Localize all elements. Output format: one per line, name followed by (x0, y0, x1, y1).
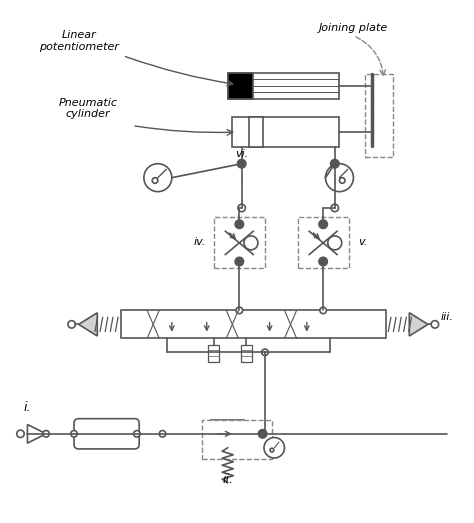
Bar (228, 73, 253, 98)
Circle shape (319, 220, 328, 229)
Circle shape (270, 448, 274, 452)
Bar (214, 217, 265, 268)
Bar (228, 73, 339, 98)
Text: Pneumatic
cylinder: Pneumatic cylinder (58, 98, 118, 119)
Text: iv.: iv. (193, 237, 206, 247)
Text: vi.: vi. (235, 149, 248, 158)
Circle shape (331, 204, 338, 212)
Polygon shape (409, 313, 428, 336)
Bar (241, 345, 252, 361)
Circle shape (71, 430, 77, 437)
Bar (365, 74, 393, 157)
Circle shape (244, 236, 258, 250)
Circle shape (262, 349, 268, 356)
Circle shape (320, 307, 327, 314)
Text: iii.: iii. (440, 312, 453, 322)
Bar (211, 420, 244, 448)
Text: Joining plate: Joining plate (319, 23, 388, 33)
Circle shape (159, 430, 166, 437)
FancyBboxPatch shape (74, 419, 139, 449)
Bar (202, 420, 272, 459)
Circle shape (238, 204, 246, 212)
Circle shape (235, 220, 244, 229)
Circle shape (68, 321, 75, 328)
Bar (120, 310, 386, 338)
Polygon shape (27, 425, 46, 443)
Circle shape (339, 178, 345, 183)
Bar (249, 117, 263, 147)
Polygon shape (79, 313, 97, 336)
Bar (232, 117, 339, 147)
Circle shape (330, 160, 339, 168)
Circle shape (236, 307, 243, 314)
Circle shape (152, 178, 158, 183)
Circle shape (319, 257, 328, 266)
Circle shape (17, 430, 24, 438)
Circle shape (144, 164, 172, 191)
Text: i.: i. (24, 401, 31, 414)
Text: v.: v. (358, 237, 367, 247)
Circle shape (431, 321, 438, 328)
Bar (298, 217, 349, 268)
Circle shape (237, 160, 246, 168)
Circle shape (326, 164, 354, 191)
Circle shape (43, 430, 49, 437)
Text: ii.: ii. (222, 473, 233, 486)
Circle shape (258, 429, 267, 438)
Circle shape (134, 430, 140, 437)
Text: Linear
potentiometer: Linear potentiometer (39, 30, 118, 52)
Bar (208, 345, 219, 361)
Circle shape (328, 236, 342, 250)
Circle shape (264, 438, 284, 458)
Circle shape (235, 257, 244, 266)
